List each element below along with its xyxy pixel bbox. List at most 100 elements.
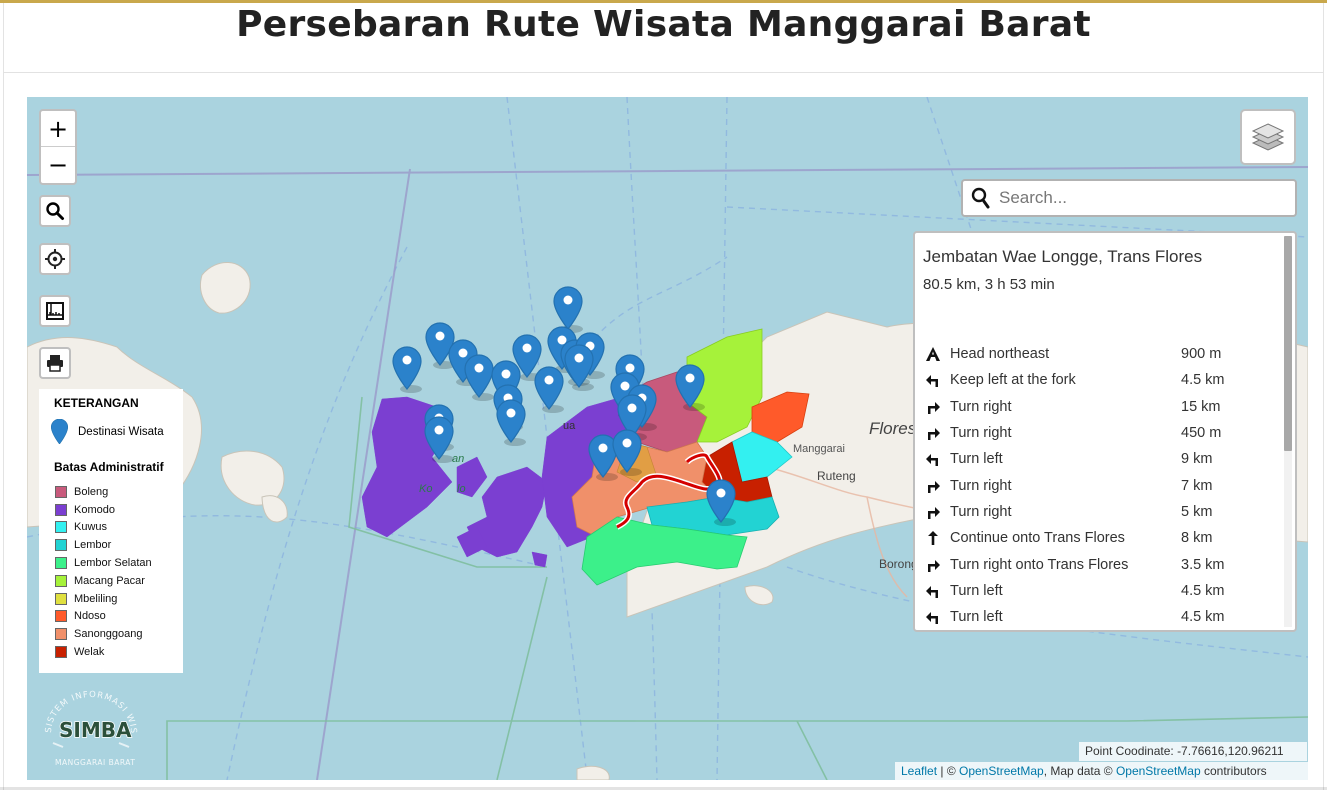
zoom-in-button[interactable]: + bbox=[41, 111, 75, 147]
destination-marker[interactable] bbox=[534, 366, 564, 413]
route-instructions-panel[interactable]: Jembatan Wae Longge, Trans Flores 80.5 k… bbox=[913, 231, 1297, 632]
legend-swatch bbox=[55, 521, 67, 534]
legend-item-label: Sanonggoang bbox=[74, 628, 143, 641]
route-step-text: Turn left bbox=[950, 609, 1003, 626]
destination-marker[interactable] bbox=[675, 364, 705, 411]
legend-item: Boleng bbox=[55, 483, 152, 501]
destination-marker[interactable] bbox=[512, 334, 542, 381]
destination-marker[interactable] bbox=[496, 399, 526, 446]
route-step[interactable]: Turn right 15 km bbox=[923, 394, 1273, 420]
page-title: Persebaran Rute Wisata Manggarai Barat bbox=[236, 4, 1091, 45]
depart-icon bbox=[923, 345, 942, 364]
legend-swatch bbox=[55, 485, 67, 498]
locate-button[interactable] bbox=[39, 243, 71, 275]
layers-button[interactable] bbox=[1240, 109, 1296, 165]
route-step[interactable]: Continue onto Trans Flores 8 km bbox=[923, 525, 1273, 551]
printer-icon bbox=[47, 355, 63, 372]
route-summary: 80.5 km, 3 h 53 min bbox=[923, 276, 1055, 293]
legend-item: Ndoso bbox=[55, 608, 152, 626]
search-bar bbox=[961, 179, 1297, 217]
destination-marker[interactable] bbox=[464, 354, 494, 401]
simba-logo: SISTEM INFORMASI WISATA SIMBA MANGGARAI … bbox=[35, 680, 143, 771]
destination-marker[interactable] bbox=[612, 429, 642, 476]
ruler-icon bbox=[46, 302, 64, 320]
route-step[interactable]: Turn left 9 km bbox=[923, 446, 1273, 472]
legend-item-label: Kuwus bbox=[74, 521, 108, 534]
turn-right-icon bbox=[923, 476, 942, 495]
legend-item: Mbeliling bbox=[55, 590, 152, 608]
route-step[interactable]: Turn right 450 m bbox=[923, 420, 1273, 446]
route-step[interactable]: Turn left 4.5 km bbox=[923, 604, 1273, 630]
destination-marker[interactable] bbox=[706, 479, 736, 526]
legend-item-label: Welak bbox=[74, 646, 105, 659]
route-step-text: Turn right bbox=[950, 503, 1012, 520]
route-step-distance: 15 km bbox=[1181, 398, 1221, 415]
map-marker-icon bbox=[51, 419, 68, 444]
legend-swatch bbox=[55, 628, 67, 641]
route-step[interactable]: Turn left 4.5 km bbox=[923, 578, 1273, 604]
osm-link-2[interactable]: OpenStreetMap bbox=[1115, 764, 1201, 778]
destination-marker[interactable] bbox=[553, 286, 583, 333]
route-step[interactable]: Turn right 7 km bbox=[923, 472, 1273, 498]
legend-item-label: Lembor Selatan bbox=[74, 557, 152, 570]
legend-item-label: Macang Pacar bbox=[74, 574, 145, 587]
route-step-text: Turn right bbox=[950, 477, 1012, 494]
region-macang-pacar[interactable] bbox=[686, 328, 763, 443]
turn-left-icon bbox=[923, 581, 942, 600]
legend-swatch bbox=[55, 574, 67, 587]
measure-button[interactable] bbox=[39, 295, 71, 327]
label-flores: Flores bbox=[869, 419, 917, 438]
scrollbar-thumb[interactable] bbox=[1284, 236, 1292, 451]
search-input-icon bbox=[963, 187, 999, 209]
search-icon bbox=[46, 202, 64, 220]
route-step-text: Turn left bbox=[950, 451, 1003, 468]
legend-swatch bbox=[55, 539, 67, 552]
route-steps: Head northeast 900 m Keep left at the fork… bbox=[923, 341, 1273, 630]
legend-panel: KETERANGAN Destinasi Wisata Batas Admini… bbox=[39, 389, 183, 673]
route-step-distance: 900 m bbox=[1181, 346, 1222, 363]
title-divider bbox=[3, 72, 1324, 73]
search-input[interactable] bbox=[999, 188, 1279, 208]
region-lembor-selatan[interactable] bbox=[581, 516, 748, 586]
svg-text:SIMBA: SIMBA bbox=[59, 718, 132, 742]
legend-item: Macang Pacar bbox=[55, 572, 152, 590]
route-step[interactable]: Turn right onto Trans Flores 3.5 km bbox=[923, 551, 1273, 577]
legend-title: KETERANGAN bbox=[54, 396, 139, 410]
destination-marker[interactable] bbox=[392, 346, 422, 393]
legend-item: Lembor bbox=[55, 536, 152, 554]
route-step-distance: 9 km bbox=[1181, 451, 1213, 468]
route-step[interactable]: Keep left at the fork 4.5 km bbox=[923, 367, 1273, 393]
map-container[interactable]: Flores Manggarai Ruteng Borong an Ko lo … bbox=[27, 97, 1308, 780]
crosshair-icon bbox=[45, 249, 65, 269]
label-komodo-3: lo bbox=[457, 483, 466, 495]
legend-item: Kuwus bbox=[55, 519, 152, 537]
destination-marker[interactable] bbox=[588, 434, 618, 481]
route-step[interactable]: Head northeast 900 m bbox=[923, 341, 1273, 367]
route-step-text: Turn right bbox=[950, 425, 1012, 442]
destination-marker[interactable] bbox=[425, 322, 455, 369]
route-step-text: Turn right bbox=[950, 398, 1012, 415]
route-step[interactable]: Turn right 5 km bbox=[923, 499, 1273, 525]
turn-right-icon bbox=[923, 502, 942, 521]
label-komodo-1: an bbox=[452, 453, 464, 465]
label-labuan-bajo: ua bbox=[563, 420, 576, 432]
osm-link-1[interactable]: OpenStreetMap bbox=[959, 764, 1044, 778]
destination-marker[interactable] bbox=[564, 344, 594, 391]
route-step-distance: 4.5 km bbox=[1181, 372, 1225, 389]
legend-swatch bbox=[55, 592, 67, 605]
zoom-out-button[interactable]: − bbox=[47, 151, 69, 179]
legend-swatch bbox=[55, 503, 67, 516]
turn-right-icon bbox=[923, 397, 942, 416]
leaflet-link[interactable]: Leaflet bbox=[901, 764, 938, 778]
turn-left-icon bbox=[923, 608, 942, 627]
destination-marker[interactable] bbox=[424, 416, 454, 463]
legend-item: Komodo bbox=[55, 501, 152, 519]
legend-swatch bbox=[55, 646, 67, 659]
point-coordinate: Point Coodinate: -7.76616,120.96211 bbox=[1079, 742, 1307, 761]
print-button[interactable] bbox=[39, 347, 71, 379]
legend-swatch bbox=[55, 610, 67, 623]
search-toggle-button[interactable] bbox=[39, 195, 71, 227]
legend-item-label: Ndoso bbox=[74, 610, 106, 623]
legend-item-label: Mbeliling bbox=[74, 592, 118, 605]
legend-item: Welak bbox=[55, 643, 152, 661]
